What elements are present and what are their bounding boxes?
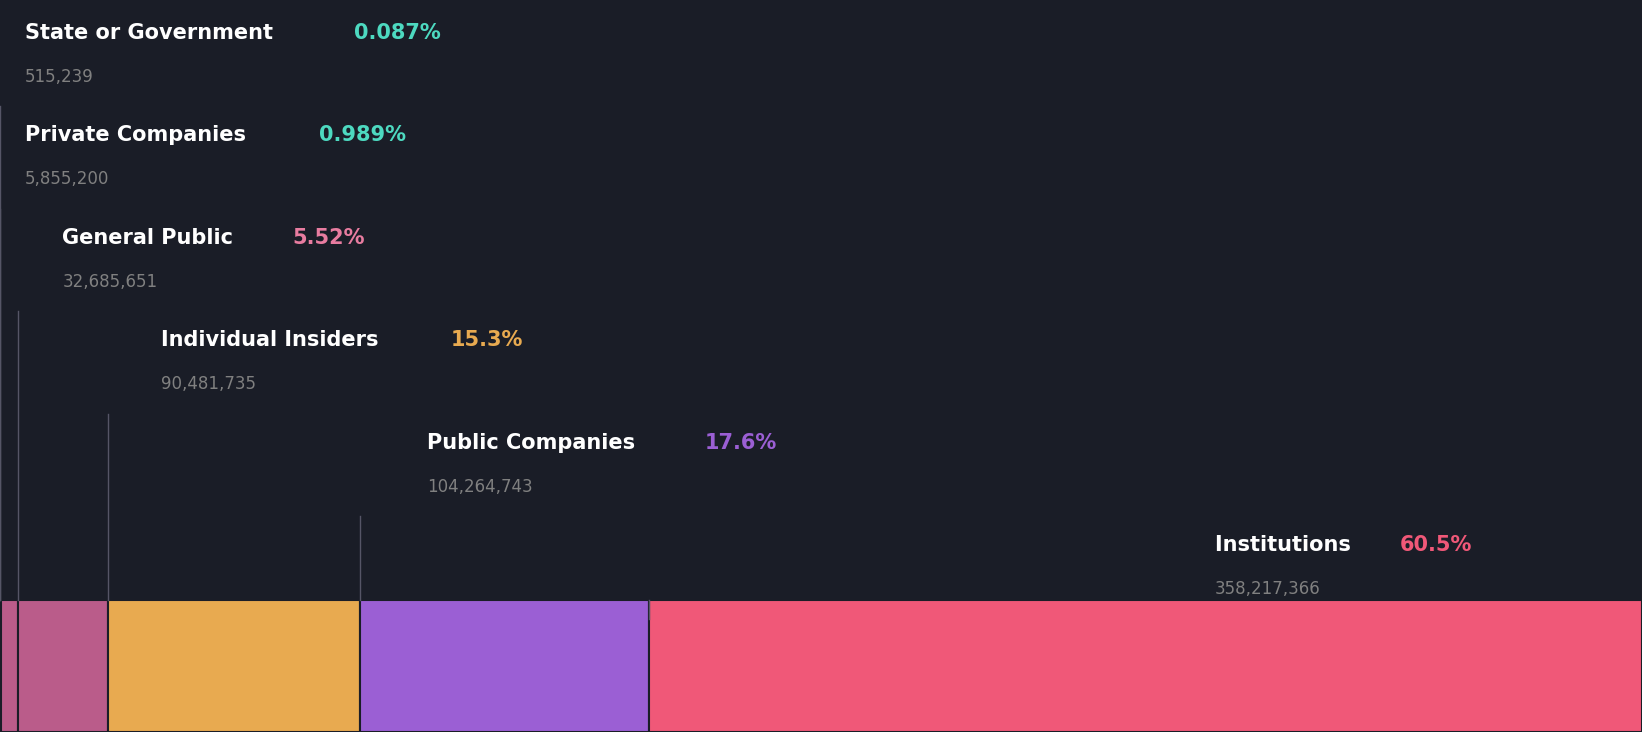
Text: 358,217,366: 358,217,366 (1215, 580, 1320, 598)
Text: 0.087%: 0.087% (355, 23, 440, 43)
Text: 104,264,743: 104,264,743 (427, 478, 532, 496)
Bar (108, 600, 360, 732)
Text: Private Companies: Private Companies (25, 125, 253, 146)
Text: Individual Insiders: Individual Insiders (161, 330, 386, 351)
Text: Institutions: Institutions (1215, 535, 1358, 556)
Bar (649, 600, 1642, 732)
Text: 90,481,735: 90,481,735 (161, 376, 256, 393)
Text: 5,855,200: 5,855,200 (25, 171, 108, 188)
Text: 5.52%: 5.52% (292, 228, 365, 248)
Text: 515,239: 515,239 (25, 68, 94, 86)
Text: 32,685,651: 32,685,651 (62, 273, 158, 291)
Text: 15.3%: 15.3% (452, 330, 524, 351)
Text: 17.6%: 17.6% (704, 433, 777, 453)
Text: Public Companies: Public Companies (427, 433, 642, 453)
Bar (2, 600, 18, 732)
Bar (360, 600, 649, 732)
Text: General Public: General Public (62, 228, 241, 248)
Text: 0.989%: 0.989% (319, 125, 406, 146)
Text: State or Government: State or Government (25, 23, 279, 43)
Bar (18, 600, 108, 732)
Text: 60.5%: 60.5% (1399, 535, 1473, 556)
